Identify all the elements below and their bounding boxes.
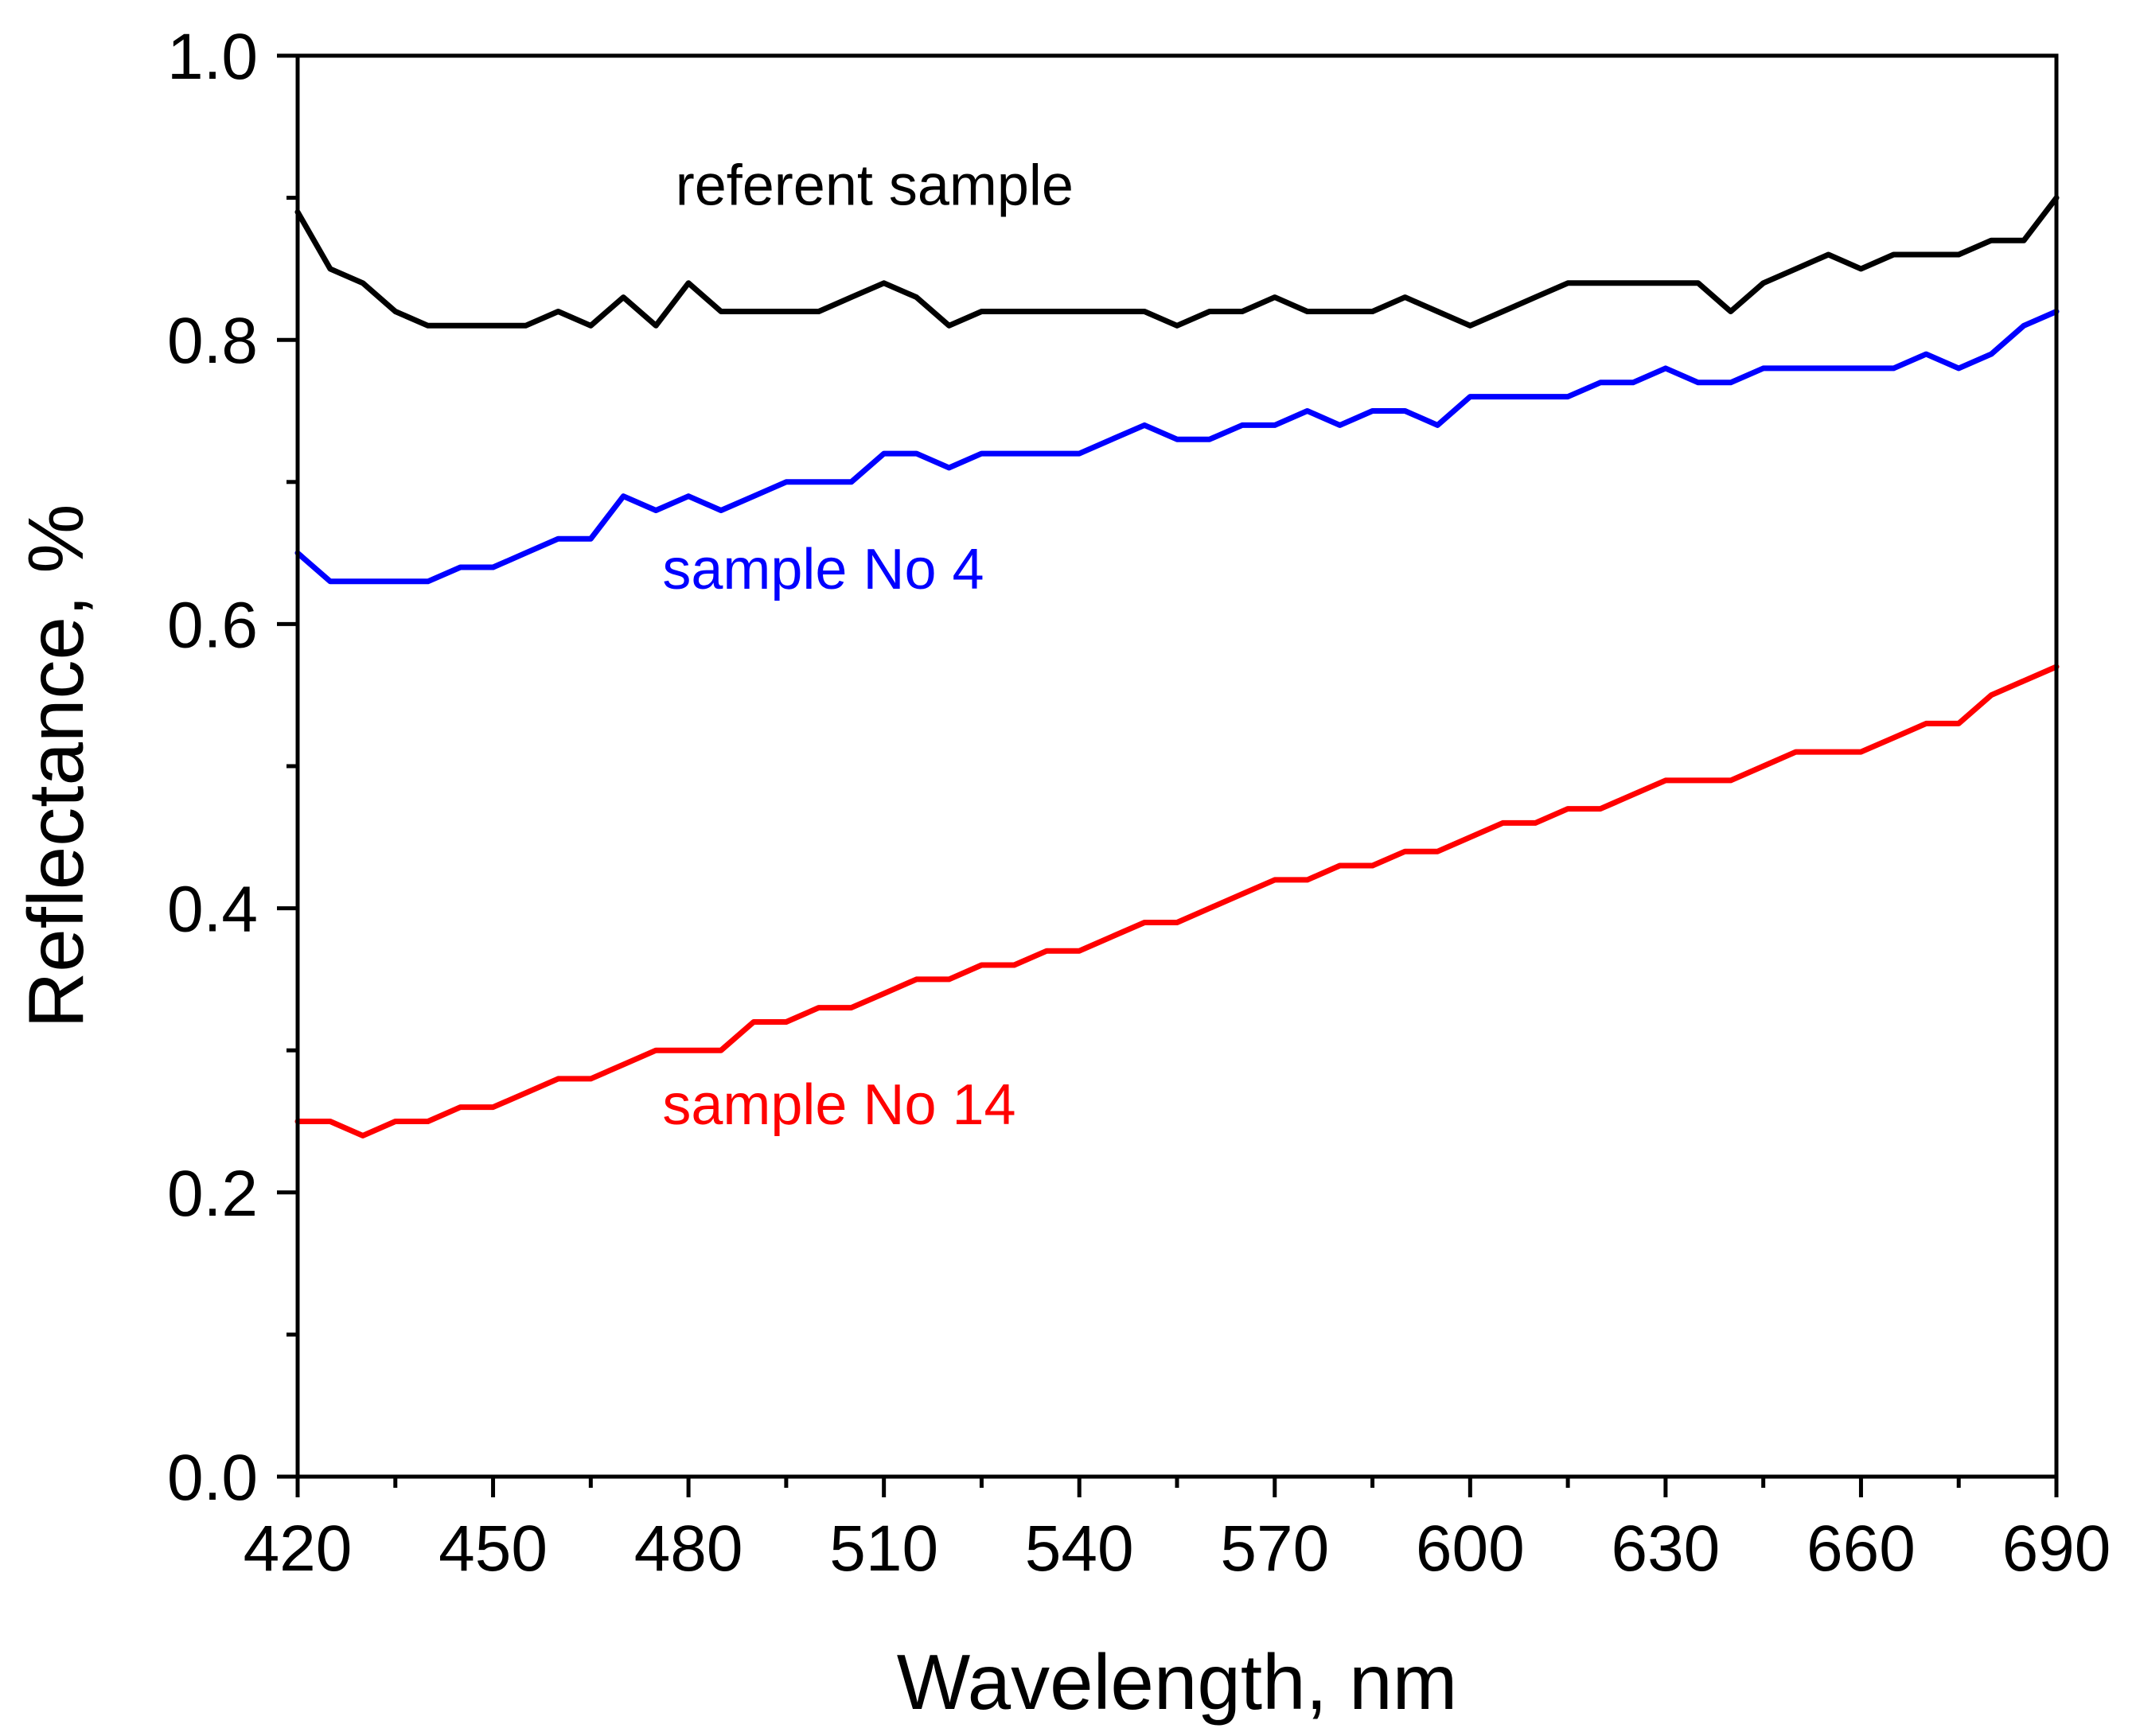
y-tick-label: 0.0	[167, 1442, 258, 1514]
y-axis-title: Reflectance, %	[12, 504, 99, 1028]
y-tick-label: 0.6	[167, 589, 258, 661]
x-tick-label: 690	[2002, 1512, 2111, 1585]
series-layer	[294, 195, 2060, 1139]
x-tick-label: 510	[829, 1512, 938, 1585]
series-annotation: sample No 14	[662, 1073, 1015, 1137]
x-tick-label: 450	[439, 1512, 548, 1585]
annotation-layer: referent sample sample No 4 sample No 14	[662, 154, 1074, 1138]
series-line-sample-no-14	[294, 664, 2060, 1139]
x-axis-title: Wavelength, nm	[897, 1638, 1457, 1726]
ticks-layer	[277, 53, 2059, 1497]
y-tick-label: 0.2	[167, 1158, 258, 1230]
series-annotation: referent sample	[676, 154, 1074, 218]
x-tick-label: 480	[634, 1512, 743, 1585]
series-line-sample-no-4	[294, 309, 2060, 585]
series-line-referent-sample	[294, 195, 2060, 329]
x-tick-label: 570	[1220, 1512, 1329, 1585]
y-tick-label: 1.0	[167, 21, 258, 93]
series-annotation: sample No 4	[662, 538, 984, 601]
x-tick-label: 540	[1025, 1512, 1134, 1585]
x-tick-label: 600	[1416, 1512, 1525, 1585]
x-tick-label: 660	[1807, 1512, 1916, 1585]
y-tick-label: 0.8	[167, 305, 258, 377]
y-tick-label: 0.4	[167, 874, 258, 946]
x-tick-label: 630	[1611, 1512, 1720, 1585]
labels-layer: 420 450 480 510 540 570 600 630 660 690 0.0 0.2 0.4 0…	[167, 21, 2111, 1585]
x-tick-label: 420	[244, 1512, 353, 1585]
